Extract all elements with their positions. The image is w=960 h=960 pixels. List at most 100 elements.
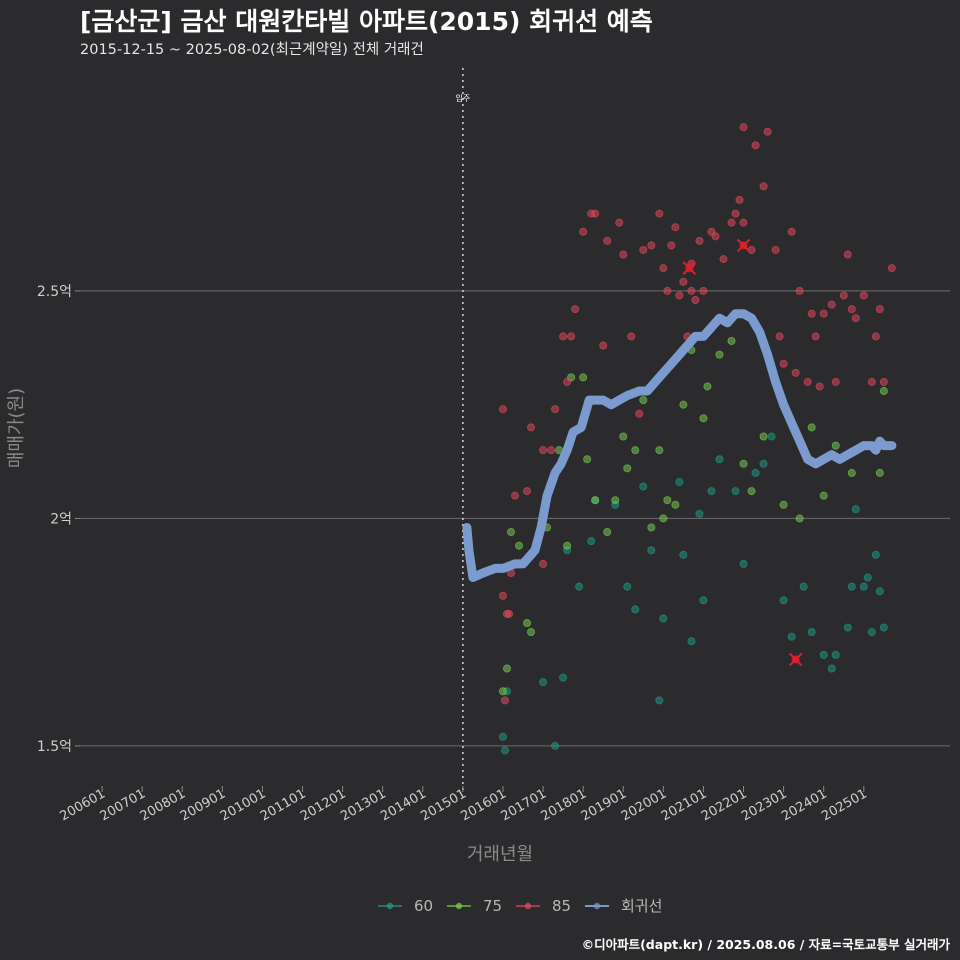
point-60 [559, 673, 568, 682]
point-60 [731, 487, 740, 496]
point-85 [779, 359, 788, 368]
point-75 [875, 468, 884, 477]
point-60 [807, 628, 816, 637]
point-75 [583, 455, 592, 464]
point-75 [659, 514, 668, 523]
point-85 [763, 127, 772, 136]
x-tick-label: 201901 [579, 786, 629, 824]
x-tick-label: 201501 [418, 786, 468, 824]
point-75 [647, 523, 656, 532]
point-75 [523, 619, 532, 628]
point-85 [739, 123, 748, 132]
point-85 [498, 405, 507, 414]
legend-dot [524, 902, 532, 910]
point-85 [787, 227, 796, 236]
point-75 [639, 396, 648, 405]
point-60 [767, 432, 776, 441]
point-60 [799, 582, 808, 591]
point-85 [498, 591, 507, 600]
point-75 [879, 387, 888, 396]
point-85 [639, 245, 648, 254]
point-85 [759, 182, 768, 191]
x-axis-ticks: 2006012007012008012009012010012011012012… [58, 786, 870, 824]
point-85 [851, 314, 860, 323]
x-tick-label: 201601 [458, 786, 508, 824]
point-85 [819, 309, 828, 318]
point-60 [759, 459, 768, 468]
x-tick-label: 202501 [819, 786, 869, 824]
point-60 [655, 696, 664, 705]
point-60 [827, 664, 836, 673]
point-85 [739, 218, 748, 227]
point-60 [551, 741, 560, 750]
x-tick-label: 202301 [739, 786, 789, 824]
point-75 [655, 446, 664, 455]
point-75 [603, 528, 612, 537]
point-85 [859, 291, 868, 300]
point-85 [811, 332, 820, 341]
point-75 [703, 382, 712, 391]
point-85 [527, 423, 536, 432]
point-60 [859, 582, 868, 591]
x-tick-label: 201401 [378, 786, 428, 824]
point-60 [707, 487, 716, 496]
point-75 [779, 500, 788, 509]
point-75 [619, 432, 628, 441]
point-85 [504, 609, 513, 618]
point-60 [587, 537, 596, 546]
chart-subtitle: 2015-12-15 ~ 2025-08-02(최근계약일) 전체 거래건 [80, 42, 424, 58]
legend-label: 85 [552, 897, 571, 915]
x-tick-label: 202401 [779, 786, 829, 824]
highlight-marker [788, 652, 803, 667]
point-60 [847, 582, 856, 591]
point-85 [887, 264, 896, 273]
point-85 [523, 487, 532, 496]
point-85 [803, 377, 812, 386]
highlight-markers [682, 238, 803, 667]
point-75 [727, 336, 736, 345]
point-85 [879, 377, 888, 386]
point-85 [539, 559, 548, 568]
point-60 [539, 678, 548, 687]
data-points [498, 123, 896, 755]
point-85 [647, 241, 656, 250]
point-85 [751, 141, 760, 150]
point-60 [875, 587, 884, 596]
point-60 [715, 455, 724, 464]
point-75 [611, 496, 620, 505]
x-tick-label: 201701 [499, 786, 549, 824]
point-85 [559, 332, 568, 341]
point-60 [739, 559, 748, 568]
point-85 [827, 300, 836, 309]
point-85 [659, 264, 668, 273]
grid-lines [80, 290, 950, 747]
point-60 [779, 596, 788, 605]
point-85 [615, 218, 624, 227]
highlight-cross [682, 261, 697, 275]
legend-label: 회귀선 [621, 897, 662, 915]
point-85 [567, 332, 576, 341]
point-75 [847, 468, 856, 477]
y-tick-label: 2.5억 [37, 284, 72, 300]
y-tick-label: 2억 [50, 511, 72, 527]
legend-dot [386, 902, 394, 910]
point-75 [506, 528, 515, 537]
point-60 [867, 628, 876, 637]
point-75 [699, 414, 708, 423]
point-85 [547, 446, 556, 455]
legend-item-85: 85 [516, 897, 571, 915]
highlight-cross [788, 652, 803, 667]
point-60 [498, 732, 507, 741]
point-60 [831, 650, 840, 659]
point-85 [795, 286, 804, 295]
point-85 [731, 209, 740, 218]
point-75 [663, 496, 672, 505]
point-85 [691, 296, 700, 305]
point-75 [527, 628, 536, 637]
y-tick-label: 1.5억 [37, 739, 72, 755]
point-85 [671, 223, 680, 232]
point-85 [711, 232, 720, 241]
point-85 [510, 491, 519, 500]
point-85 [807, 309, 816, 318]
